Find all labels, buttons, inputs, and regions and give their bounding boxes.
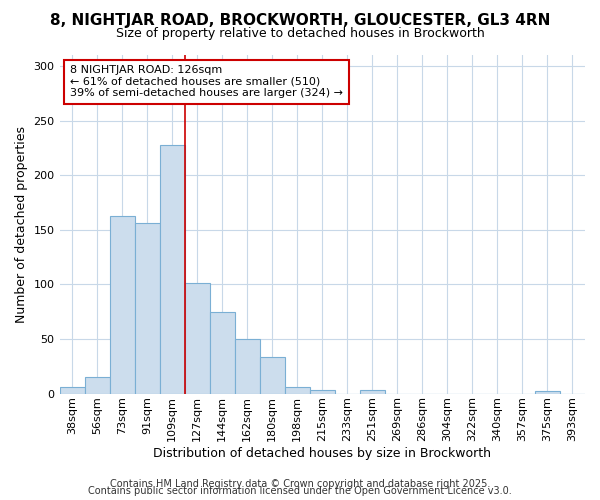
- Text: 8, NIGHTJAR ROAD, BROCKWORTH, GLOUCESTER, GL3 4RN: 8, NIGHTJAR ROAD, BROCKWORTH, GLOUCESTER…: [50, 12, 550, 28]
- Bar: [310, 390, 335, 394]
- Bar: [110, 216, 134, 394]
- Bar: [160, 144, 185, 394]
- Text: Contains HM Land Registry data © Crown copyright and database right 2025.: Contains HM Land Registry data © Crown c…: [110, 479, 490, 489]
- Bar: [209, 312, 235, 394]
- Text: Size of property relative to detached houses in Brockworth: Size of property relative to detached ho…: [116, 28, 484, 40]
- Bar: [285, 387, 310, 394]
- Bar: [59, 387, 85, 394]
- Bar: [535, 392, 560, 394]
- Bar: [85, 378, 110, 394]
- Bar: [360, 390, 385, 394]
- Text: 8 NIGHTJAR ROAD: 126sqm
← 61% of detached houses are smaller (510)
39% of semi-d: 8 NIGHTJAR ROAD: 126sqm ← 61% of detache…: [70, 65, 343, 98]
- Bar: [185, 284, 209, 394]
- Text: Contains public sector information licensed under the Open Government Licence v3: Contains public sector information licen…: [88, 486, 512, 496]
- Y-axis label: Number of detached properties: Number of detached properties: [15, 126, 28, 323]
- Bar: [235, 339, 260, 394]
- X-axis label: Distribution of detached houses by size in Brockworth: Distribution of detached houses by size …: [153, 447, 491, 460]
- Bar: [134, 223, 160, 394]
- Bar: [260, 356, 285, 394]
